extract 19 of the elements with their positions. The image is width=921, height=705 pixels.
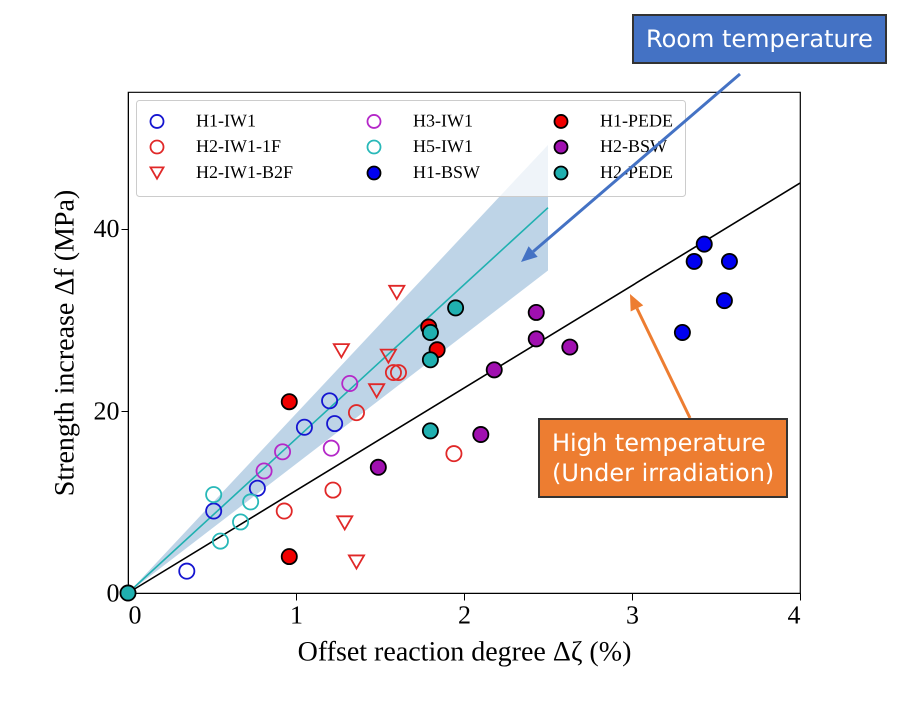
y-axis-title: Strength increase Δf (MPa) — [50, 190, 80, 496]
legend-label: H1-IW1 — [196, 110, 256, 130]
legend-label: H1-PEDE — [600, 110, 673, 130]
legend-label: H2-IW1-B2F — [196, 162, 293, 182]
legend-label: H3-IW1 — [413, 110, 473, 130]
y-tick-label: 40 — [94, 214, 120, 244]
legend-label: H2-IW1-1F — [196, 136, 281, 156]
y-tick-label: 20 — [94, 396, 120, 426]
annotation: High temperature (Under irradiation) — [538, 418, 788, 498]
x-tick-label: 0 — [128, 600, 142, 630]
x-tick-label: 2 — [458, 600, 471, 630]
legend-label: H5-IW1 — [413, 136, 473, 156]
text: Room temperature — [632, 14, 887, 64]
y-tick-label: 0 — [106, 578, 120, 608]
x-axis-title: Offset reaction degree Δζ (%) — [298, 636, 632, 668]
legend-label: H1-BSW — [413, 162, 480, 182]
x-tick-label: 4 — [788, 600, 800, 630]
x-tick-label: 3 — [626, 600, 639, 630]
x-tick-label: 1 — [290, 600, 303, 630]
